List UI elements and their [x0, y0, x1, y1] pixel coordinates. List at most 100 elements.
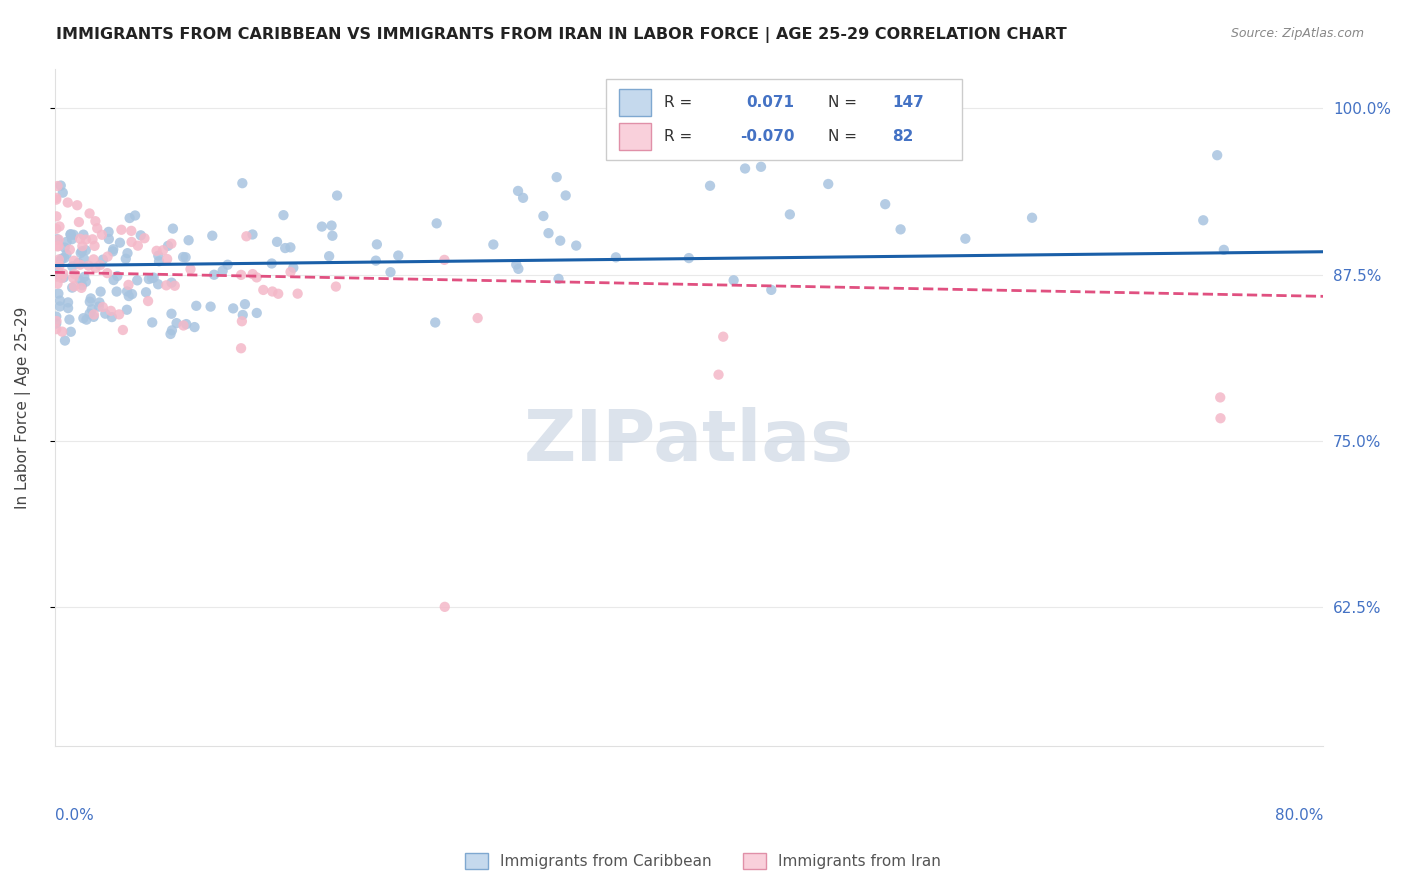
Point [60, 280, 83, 294]
Point [69, 273, 91, 287]
Point [761, 283, 783, 297]
Point [89, 295, 111, 310]
Point [537, 226, 560, 240]
Point [172, 318, 194, 333]
Text: R =: R = [664, 95, 692, 110]
Point [69, 232, 91, 246]
Point [280, 265, 302, 279]
Point [138, 272, 160, 286]
Point [90, 227, 112, 242]
Point [135, 285, 157, 300]
Point [115, 285, 138, 299]
Point [103, 273, 125, 287]
Point [48, 268, 70, 282]
Point [159, 326, 181, 341]
Point [508, 261, 530, 276]
Point [142, 270, 165, 285]
Bar [619, 123, 651, 150]
Point [145, 244, 167, 258]
Point [48, 259, 70, 273]
Point [160, 276, 183, 290]
Point [186, 299, 208, 313]
Point [45, 221, 67, 235]
Point [91, 252, 114, 267]
Point [108, 307, 131, 321]
Text: 147: 147 [891, 95, 924, 110]
Point [183, 320, 205, 334]
Point [118, 211, 141, 225]
Point [235, 229, 257, 244]
Point [114, 252, 136, 266]
Point [70, 278, 93, 293]
Text: -0.070: -0.070 [740, 128, 794, 144]
Point [678, 251, 700, 265]
Point [229, 268, 252, 282]
Point [426, 216, 449, 230]
Point [51, 325, 73, 339]
Point [48, 219, 70, 234]
Point [80, 292, 103, 306]
Bar [619, 89, 651, 116]
Point [49, 252, 72, 267]
Point [45, 310, 67, 324]
Point [1206, 148, 1229, 162]
Point [160, 307, 183, 321]
Point [1192, 213, 1215, 227]
Point [148, 254, 170, 268]
Point [45, 191, 67, 205]
Point [155, 278, 177, 293]
Point [148, 249, 170, 263]
Point [723, 273, 745, 287]
Point [387, 248, 409, 262]
Point [79, 206, 101, 220]
Point [380, 265, 402, 279]
Point [69, 258, 91, 272]
Point [79, 307, 101, 321]
Point [82, 232, 104, 246]
Point [63, 267, 86, 281]
Point [1212, 243, 1234, 257]
Point [72, 311, 94, 326]
Point [547, 272, 569, 286]
Point [232, 308, 254, 322]
Point [364, 253, 387, 268]
Point [467, 311, 489, 326]
Point [97, 225, 120, 239]
Point [287, 286, 309, 301]
Point [45, 210, 67, 224]
Point [273, 208, 295, 222]
Point [506, 184, 529, 198]
Point [110, 223, 132, 237]
Point [152, 244, 174, 258]
Point [283, 260, 305, 275]
Point [160, 236, 183, 251]
Point [108, 235, 131, 250]
Point [157, 239, 180, 253]
Point [242, 267, 264, 281]
Point [56, 295, 79, 310]
Point [45, 322, 67, 336]
Point [548, 234, 571, 248]
Point [366, 237, 388, 252]
Point [711, 329, 734, 343]
Text: ZIPatlas: ZIPatlas [524, 407, 853, 475]
Point [121, 287, 143, 301]
Point [49, 178, 72, 193]
Point [48, 239, 70, 253]
Point [252, 283, 274, 297]
Point [111, 323, 134, 337]
Point [174, 317, 197, 331]
Point [97, 250, 120, 264]
Point [246, 270, 269, 285]
Point [433, 599, 456, 614]
Point [46, 277, 69, 291]
Point [325, 279, 347, 293]
Point [89, 258, 111, 272]
Point [46, 265, 69, 279]
Point [141, 271, 163, 285]
Point [734, 161, 756, 176]
Point [58, 312, 80, 326]
Point [326, 188, 349, 202]
Point [267, 286, 290, 301]
Point [260, 256, 283, 270]
